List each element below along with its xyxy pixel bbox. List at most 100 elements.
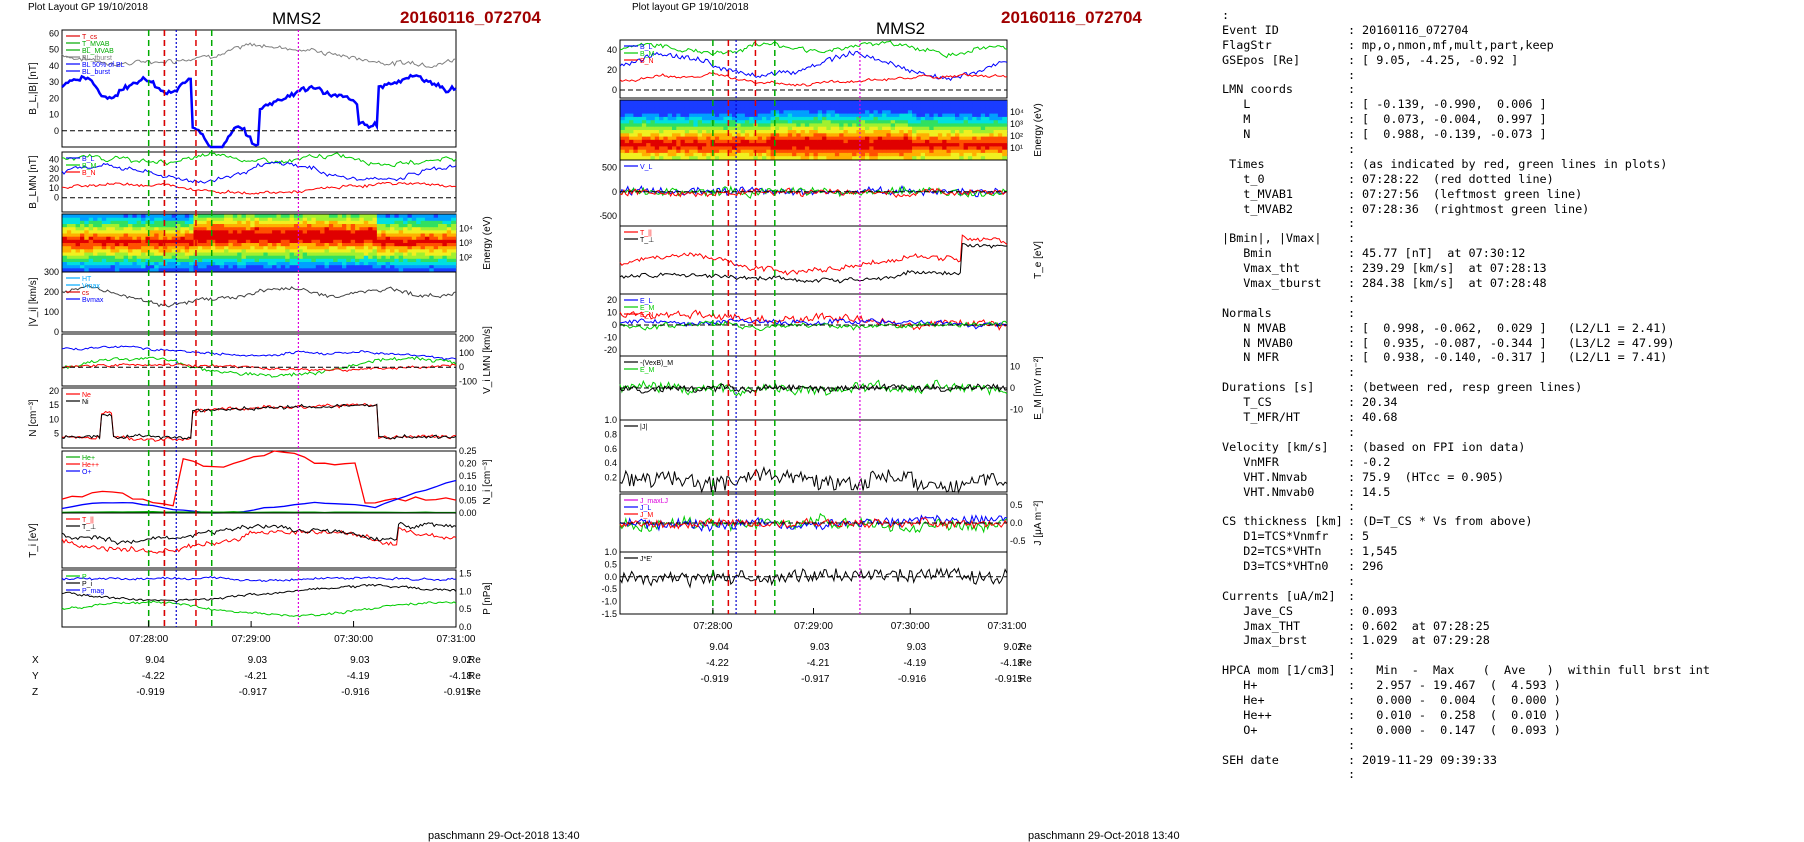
spectrogram-cell — [873, 149, 879, 154]
spectrogram-cell — [368, 262, 374, 266]
spectrogram-cell — [886, 107, 892, 111]
spectrogram-cell — [141, 233, 147, 238]
spectrogram-cell — [84, 230, 90, 235]
spectrogram-cell — [280, 224, 286, 228]
spectrogram-cell — [333, 243, 339, 247]
spectrogram-cell — [407, 249, 413, 254]
spectrogram-cell — [446, 227, 452, 231]
spectrogram-cell — [407, 236, 413, 241]
spectrogram-cell — [672, 103, 677, 108]
y-tick-label: 10³ — [1010, 119, 1023, 129]
spectrogram-cell — [985, 110, 990, 115]
spectrogram-cell — [93, 224, 99, 228]
series-line — [61, 583, 457, 603]
spectrogram-cell — [663, 110, 669, 115]
spectrogram-cell — [620, 100, 626, 105]
spectrogram-cell — [654, 152, 660, 157]
spectrogram-cell — [800, 126, 806, 131]
spectrogram-cell — [667, 120, 673, 125]
spectrogram-cell — [71, 233, 77, 238]
info-value: (between red, resp green lines) — [1362, 380, 1583, 395]
spectrogram-cell — [1002, 120, 1008, 125]
spectrogram-cell — [232, 243, 238, 247]
y-tick-label: 200 — [44, 287, 59, 297]
spectrogram-cell — [289, 236, 295, 241]
spectrogram-cell — [822, 103, 827, 108]
spectrogram-cell — [860, 146, 866, 151]
spectrogram-cell — [757, 143, 763, 147]
spectrogram-cell — [860, 107, 866, 111]
spectrogram-cell — [706, 152, 712, 157]
y-tick-label: 10² — [1010, 131, 1023, 141]
spectrogram-cell — [672, 136, 677, 141]
info-key: VnMFR — [1222, 454, 1279, 469]
spectrogram-cell — [416, 227, 422, 231]
spectrogram-cell — [706, 139, 712, 144]
info-row: t_MVAB1:07:27:56 (leftmost green line) — [1222, 187, 1800, 202]
spectrogram-cell — [950, 103, 956, 108]
spectrogram-cell — [184, 239, 190, 244]
spectrogram-cell — [860, 149, 866, 154]
spectrogram-cell — [684, 133, 690, 138]
spectrogram-cell — [97, 236, 103, 241]
spectrogram-cell — [368, 224, 374, 228]
spectrogram-cell — [162, 265, 168, 269]
spectrogram-cell — [280, 230, 286, 235]
spectrogram-cell — [783, 123, 789, 128]
spectrogram-cell — [732, 139, 737, 144]
spectrogram-cell — [787, 146, 793, 151]
info-value: [ 0.938, -0.140, -0.317 ] (L2/L1 = 7.41) — [1362, 350, 1668, 365]
spectrogram-cell — [817, 113, 823, 118]
spectrogram-cell — [839, 123, 845, 128]
ephem-value: -0.915 — [444, 687, 473, 698]
spectrogram-cell — [749, 116, 755, 121]
spectrogram-cell — [241, 255, 247, 260]
spectrogram-cell — [403, 246, 409, 250]
spectrogram-cell — [359, 258, 365, 263]
spectrogram-cell — [834, 152, 840, 157]
spectrogram-cell — [903, 143, 909, 147]
spectrogram-cell — [680, 107, 686, 111]
spectrogram-cell — [963, 116, 969, 121]
spectrogram-cell — [114, 255, 120, 260]
spectrogram-cell — [154, 236, 160, 241]
spectrogram-cell — [451, 239, 457, 244]
spectrogram-cell — [997, 113, 1003, 118]
spectrogram-cell — [843, 103, 849, 108]
spectrogram-cell — [856, 100, 862, 105]
spectrogram-cell — [215, 227, 221, 231]
spectrogram-cell — [411, 227, 417, 231]
spectrogram-cell — [267, 262, 273, 266]
spectrogram-cell — [770, 143, 776, 147]
spectrogram-cell — [202, 268, 208, 273]
spectrogram-cell — [972, 100, 978, 105]
spectrogram-cell — [732, 120, 737, 125]
spectrogram-cell — [307, 239, 312, 244]
spectrogram-cell — [886, 136, 892, 141]
spectrogram-cell — [766, 107, 772, 111]
spectrogram-cell — [106, 224, 112, 228]
info-row: : — [1222, 648, 1800, 663]
spectrogram-cell — [719, 107, 724, 111]
spectrogram-cell — [895, 103, 900, 108]
spectrogram-cell — [285, 220, 291, 225]
spectrogram-cell — [834, 143, 840, 147]
spectrogram-cell — [398, 236, 404, 241]
spectrogram-cell — [359, 236, 365, 241]
spectrogram-cell — [796, 103, 802, 108]
spectrogram-cell — [834, 130, 840, 134]
spectrogram-cell — [189, 230, 195, 235]
spectrogram-cell — [972, 110, 978, 115]
spectrogram-cell — [749, 143, 755, 147]
spectrogram-cell — [263, 255, 269, 260]
spectrogram-cell — [697, 139, 703, 144]
spectrogram-cell — [993, 136, 999, 141]
spectrogram-cell — [250, 243, 256, 247]
x-tick-label: 07:30:00 — [334, 634, 373, 645]
spectrogram-cell — [672, 113, 677, 118]
spectrogram-cell — [774, 149, 780, 154]
spectrogram-cell — [451, 233, 457, 238]
spectrogram-cell — [809, 113, 815, 118]
spectrogram-cell — [184, 268, 190, 273]
y-tick-label: 20 — [49, 93, 59, 103]
